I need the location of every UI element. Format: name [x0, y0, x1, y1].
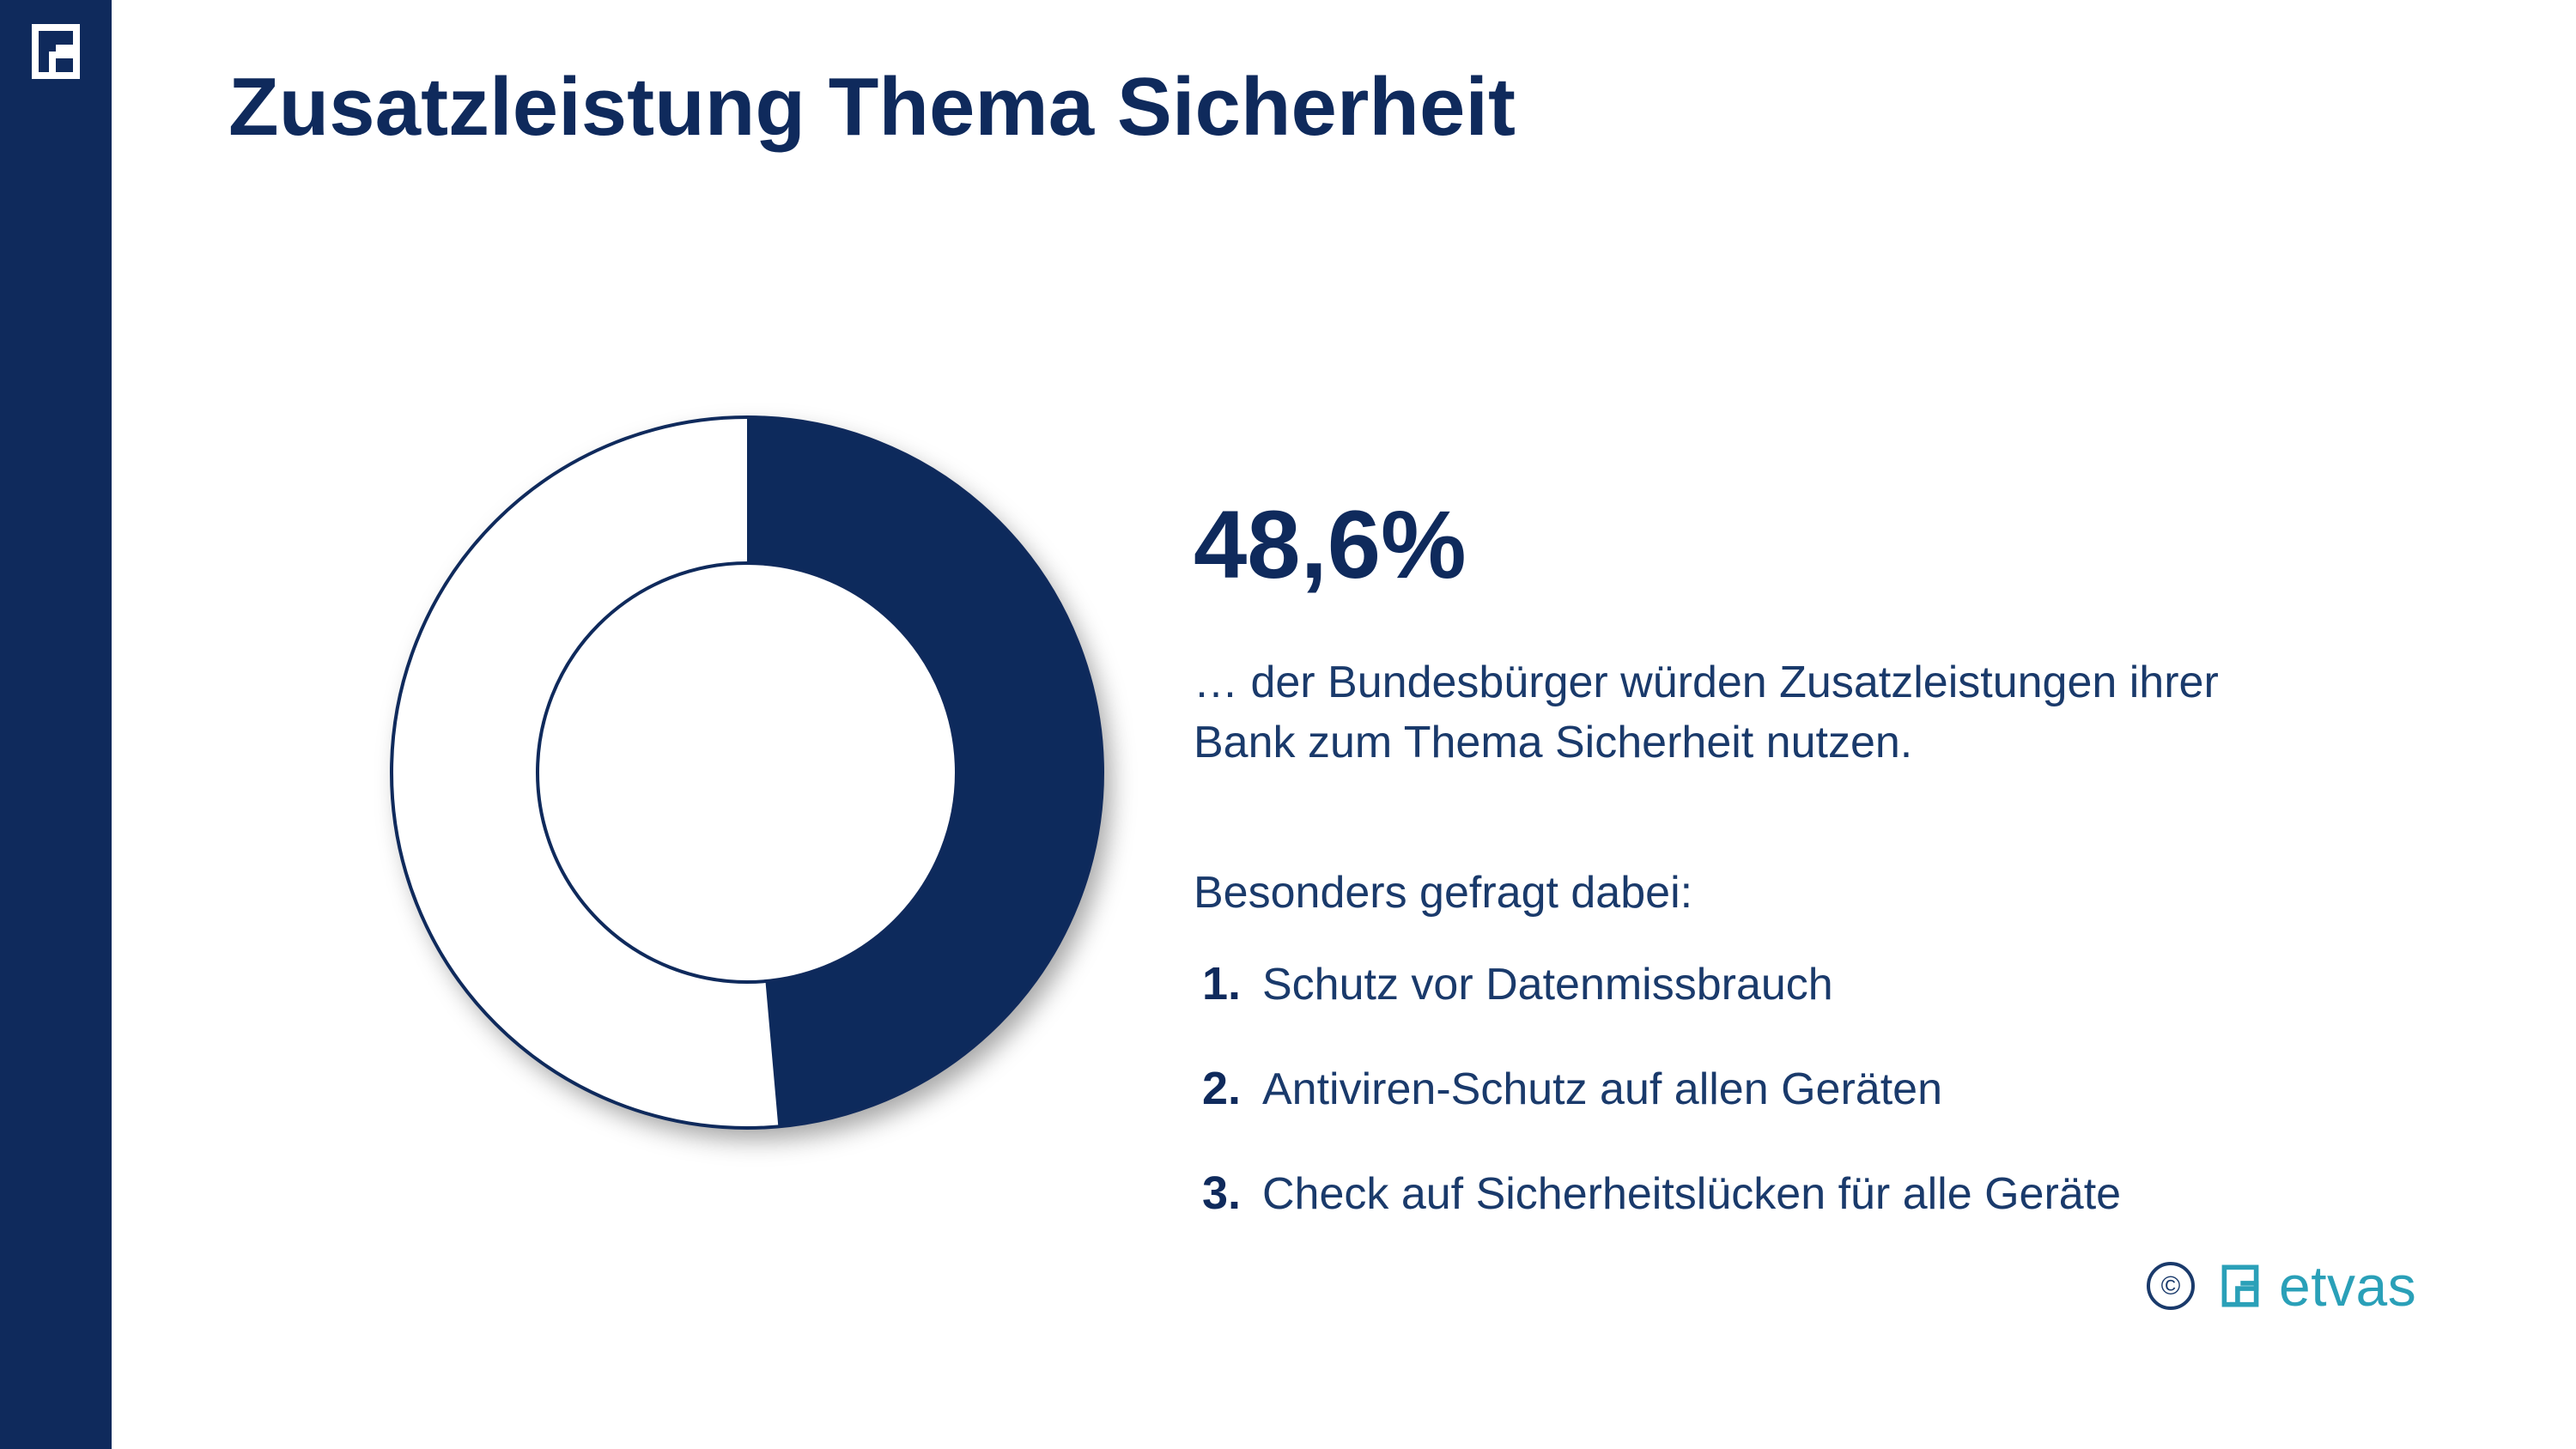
stat-percentage: 48,6% — [1194, 489, 1467, 600]
list-item: 3.Check auf Sicherheitslücken für alle G… — [1202, 1167, 2121, 1220]
list-item: 1.Schutz vor Datenmissbrauch — [1202, 957, 2121, 1010]
brand: etvas — [2214, 1253, 2416, 1319]
list-item: 2.Antiviren-Schutz auf allen Geräten — [1202, 1062, 2121, 1115]
sidebar-logo-icon — [21, 17, 90, 86]
list-item-number: 1. — [1202, 957, 1262, 1010]
footer-brand: © etvas — [2147, 1253, 2416, 1319]
list-item-number: 2. — [1202, 1062, 1262, 1115]
donut-chart — [349, 374, 1145, 1175]
page-title: Zusatzleistung Thema Sicherheit — [228, 60, 1516, 155]
stat-description: … der Bundesbürger würden Zusatzleistung… — [1194, 652, 2224, 773]
list-item-text: Schutz vor Datenmissbrauch — [1262, 959, 1833, 1010]
list-item-number: 3. — [1202, 1167, 1262, 1220]
list-heading: Besonders gefragt dabei: — [1194, 867, 1692, 919]
list-item-text: Antiviren-Schutz auf allen Geräten — [1262, 1064, 1942, 1115]
ranked-list: 1.Schutz vor Datenmissbrauch 2.Antiviren-… — [1202, 957, 2121, 1271]
donut-svg — [349, 374, 1145, 1171]
sidebar — [0, 0, 112, 1449]
copyright-icon: © — [2147, 1262, 2195, 1310]
list-item-text: Check auf Sicherheitslücken für alle Ger… — [1262, 1168, 2121, 1220]
brand-text: etvas — [2279, 1253, 2416, 1319]
brand-logo-icon — [2214, 1259, 2267, 1313]
